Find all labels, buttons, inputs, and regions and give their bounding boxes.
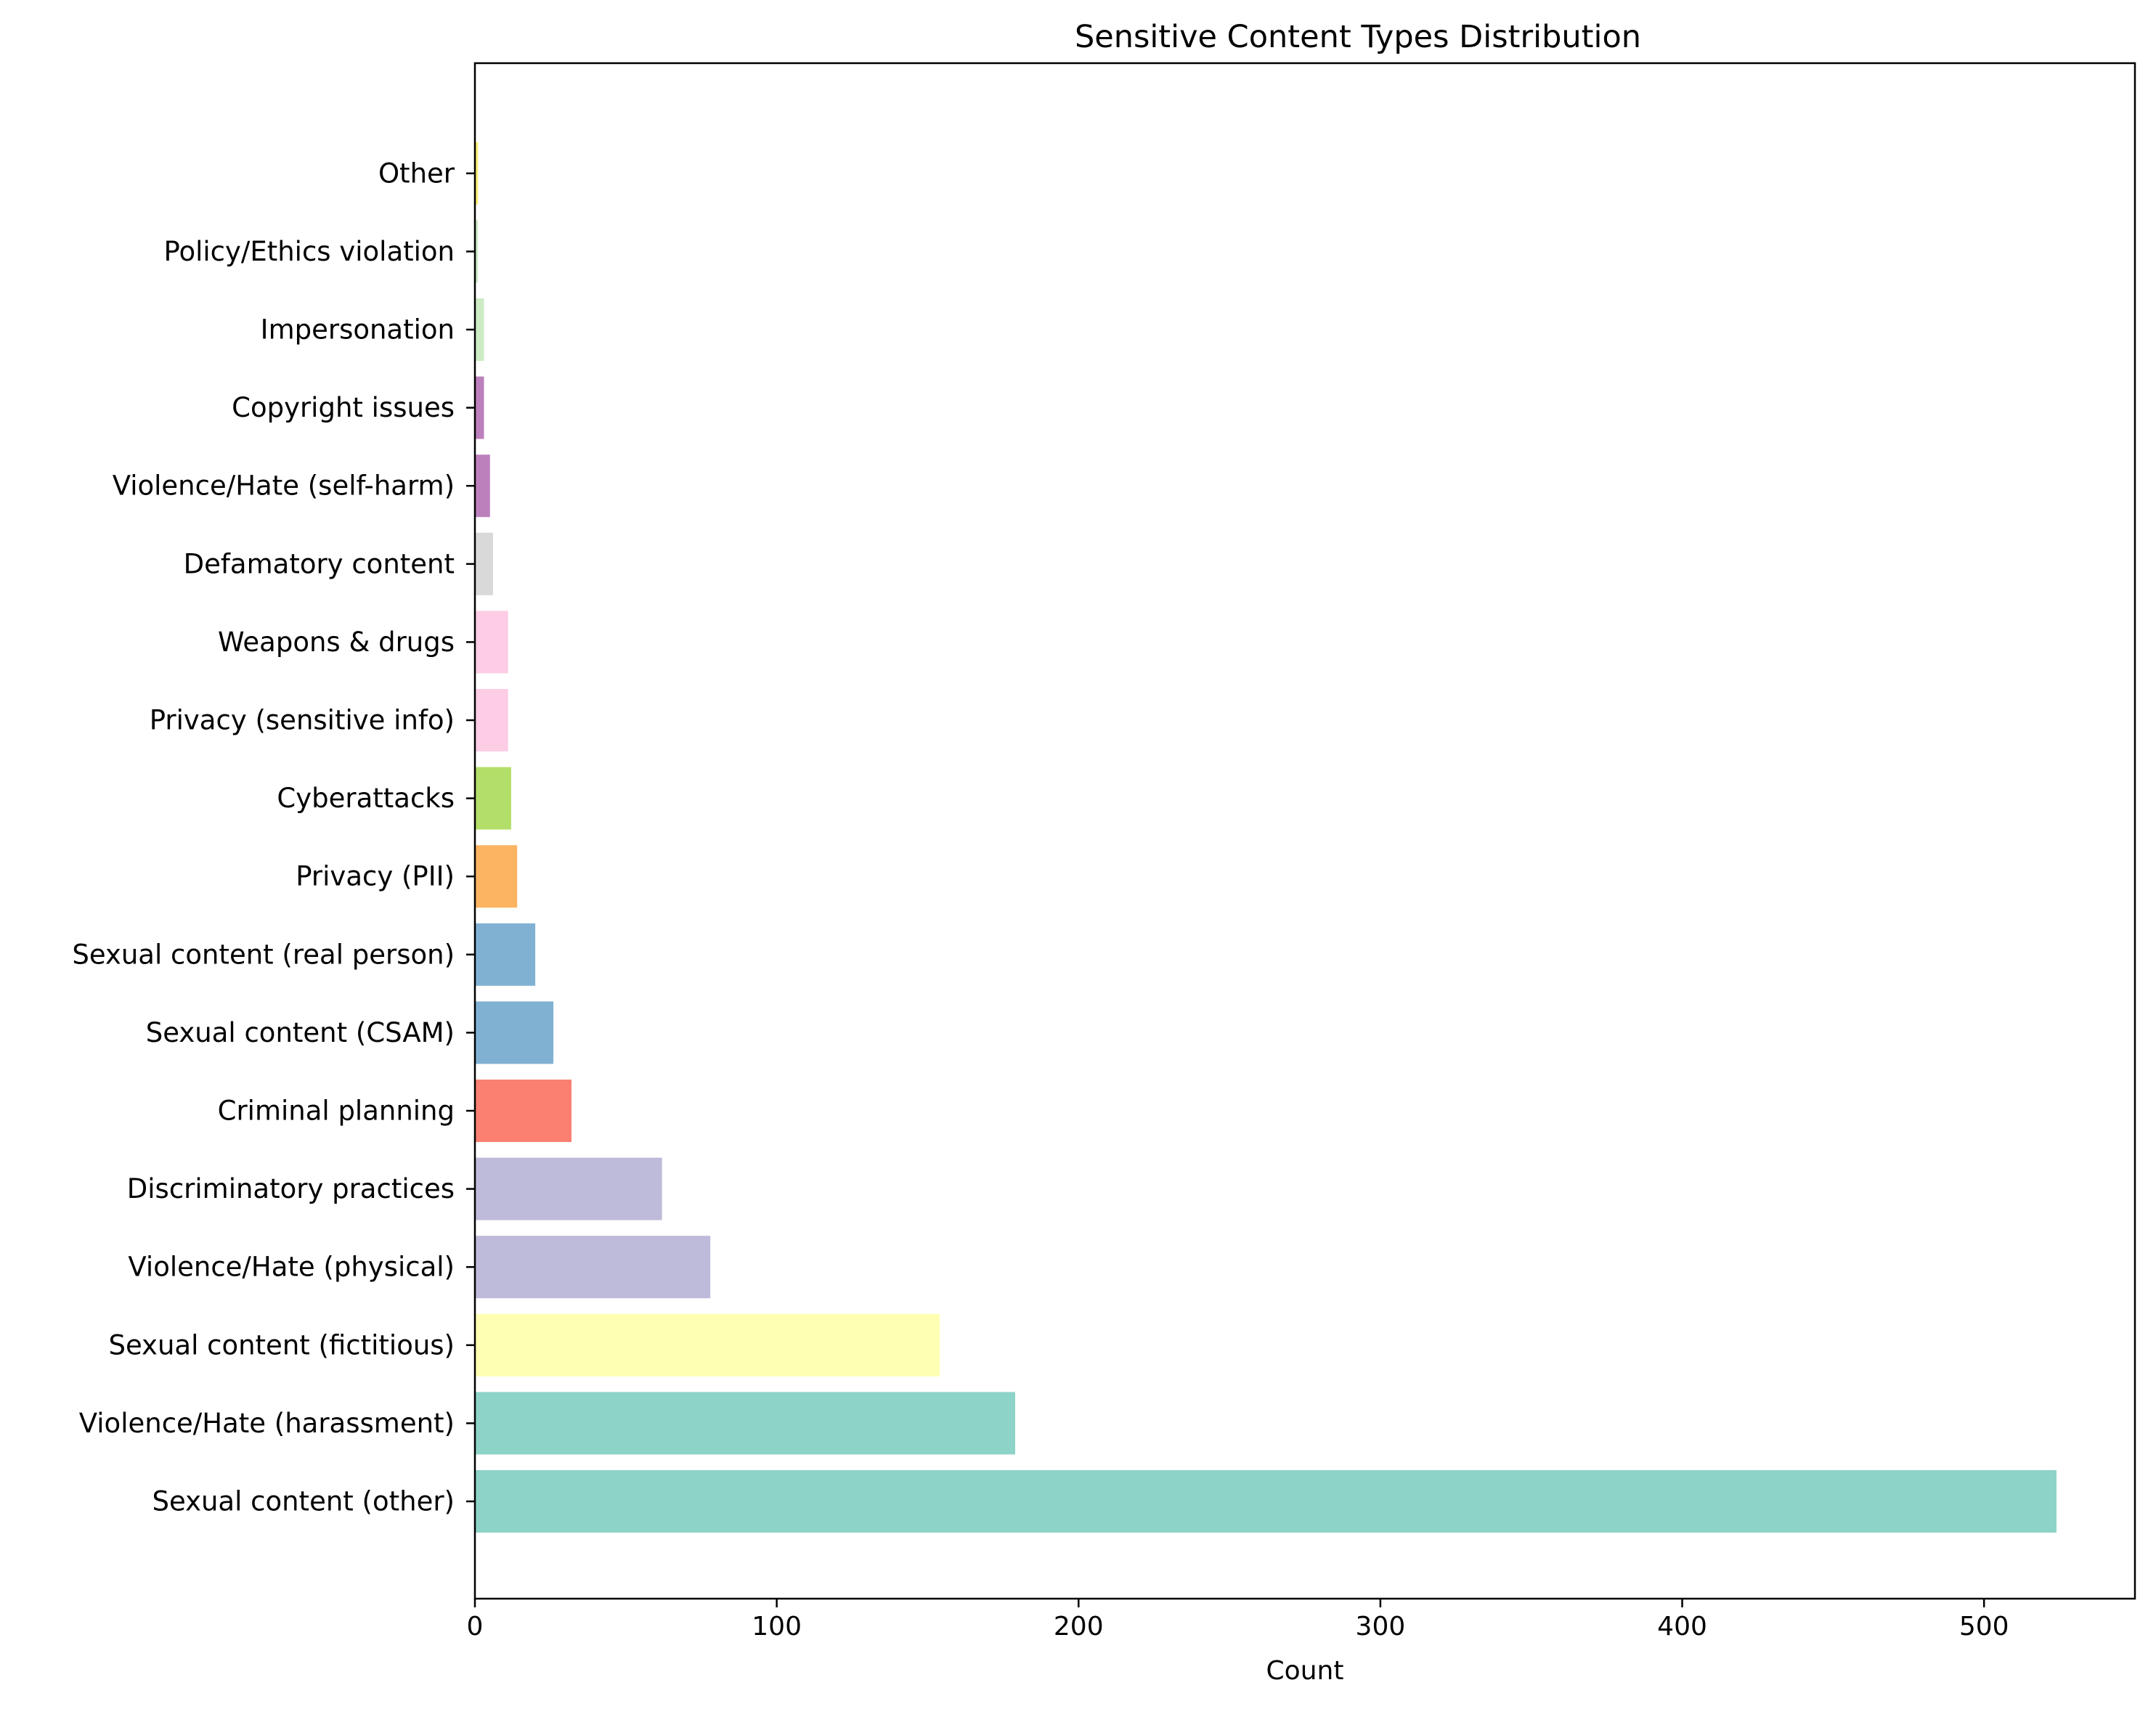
y-tick-label: Cyberattacks [277,783,455,814]
y-axis-ticks: Sexual content (other) Violence/Hate (har… [72,158,475,1517]
x-tick-label: 300 [1356,1612,1406,1641]
bar [475,1470,2057,1533]
x-axis-label: Count [1266,1656,1344,1686]
y-tick-label: Sexual content (real person) [72,939,455,970]
bar [475,1080,572,1142]
bar [475,1001,554,1064]
y-tick-label: Policy/Ethics violation [163,236,455,267]
bar [475,845,518,908]
bar [475,142,479,205]
chart-title: Sensitive Content Types Distribution [1075,19,1641,55]
bar [475,298,484,361]
bar [475,376,484,439]
bar [475,1392,1015,1455]
y-tick-label: Privacy (sensitive info) [150,705,455,736]
bars [475,142,2057,1533]
y-tick-label: Sexual content (fictitious) [108,1329,455,1361]
bar [475,1236,711,1299]
bar [475,767,511,830]
y-tick-label: Violence/Hate (self-harm) [113,470,455,502]
y-tick-label: Defamatory content [184,548,455,579]
y-tick-label: Discriminatory practices [127,1173,455,1204]
y-tick-label: Weapons & drugs [218,627,455,658]
y-tick-label: Criminal planning [218,1096,455,1127]
bar [475,1313,940,1377]
plot-frame [473,62,2136,1600]
x-axis-ticks: 0 100 200 300 400 500 [467,1599,2009,1641]
x-tick-label: 0 [467,1612,484,1641]
bar [475,611,508,674]
y-tick-label: Copyright issues [232,392,455,423]
y-tick-label: Sexual content (other) [152,1486,455,1517]
x-tick-label: 400 [1657,1612,1707,1641]
y-tick-label: Privacy (PII) [296,861,455,892]
x-tick-label: 200 [1054,1612,1104,1641]
y-tick-label: Sexual content (CSAM) [146,1017,455,1048]
bar [475,923,536,986]
bar [475,1157,662,1220]
bar [475,454,490,518]
y-tick-label: Violence/Hate (physical) [128,1252,455,1283]
y-tick-label: Other [378,158,455,189]
bar [475,689,508,751]
x-tick-label: 100 [752,1612,802,1641]
bar [475,532,493,595]
y-tick-label: Violence/Hate (harassment) [79,1408,455,1439]
x-tick-label: 500 [1959,1612,2009,1641]
bar [475,220,479,283]
y-tick-label: Impersonation [261,314,455,346]
